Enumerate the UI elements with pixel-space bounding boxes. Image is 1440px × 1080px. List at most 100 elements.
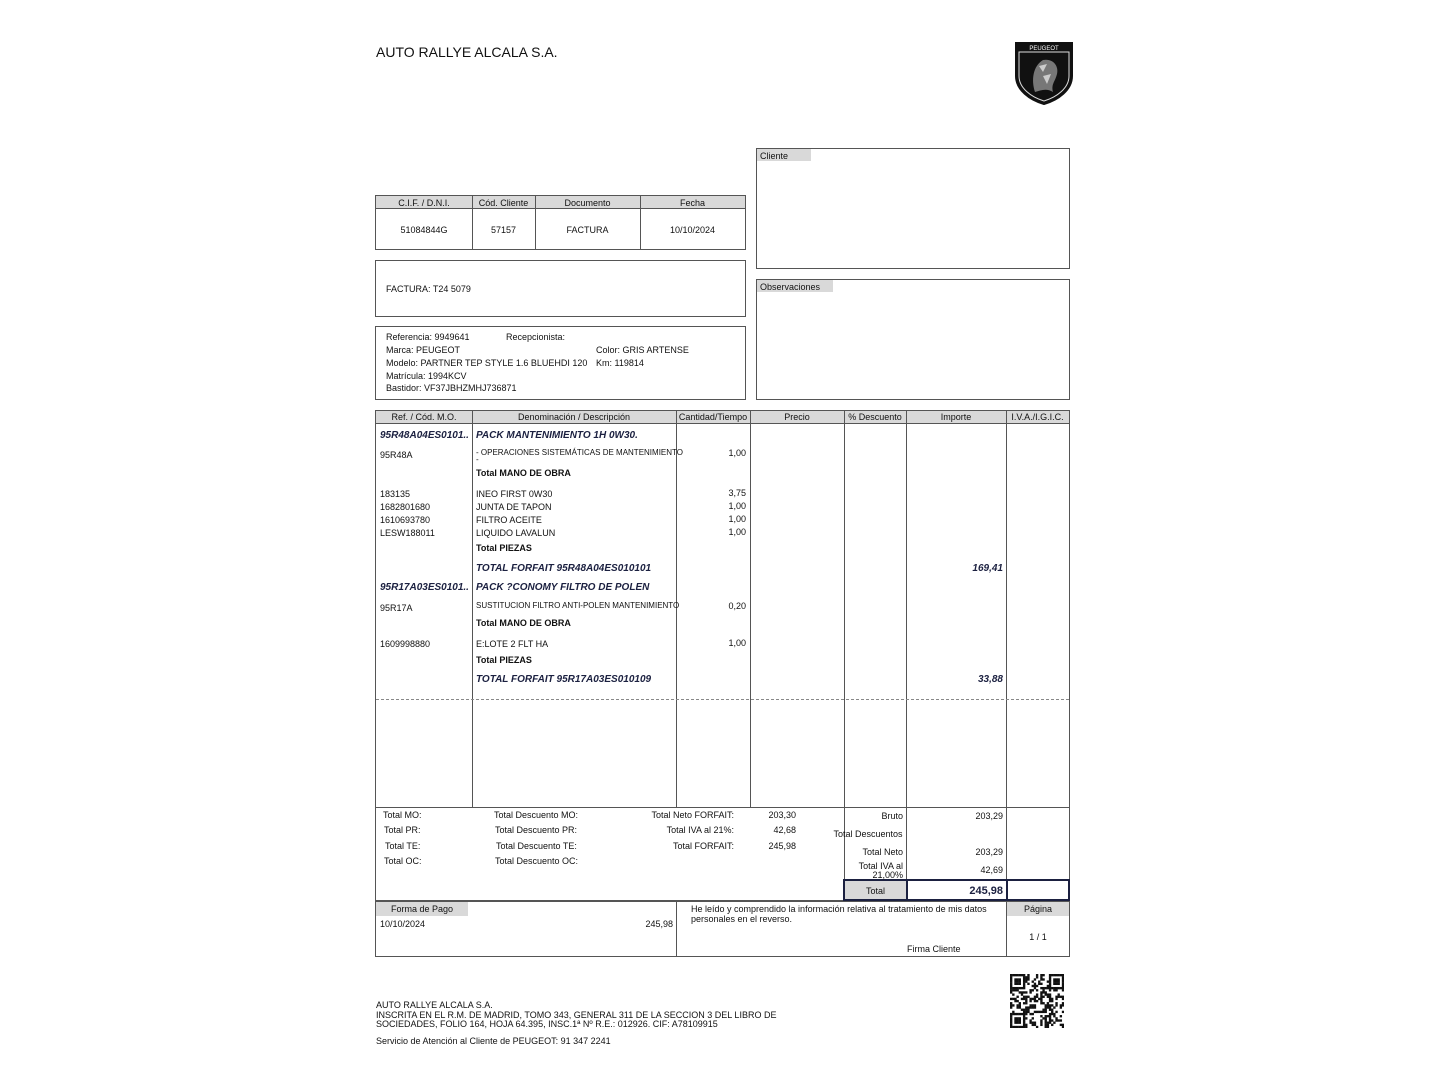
- qr-module: [1061, 997, 1064, 1001]
- qr-module: [1048, 1006, 1052, 1009]
- qr-module: [1048, 978, 1052, 981]
- dashed-rule: [376, 699, 1069, 700]
- qr-module: [1053, 980, 1056, 983]
- qr-module: [1020, 1012, 1024, 1016]
- qr-module: [1059, 986, 1063, 990]
- qr-module: [1029, 989, 1032, 992]
- qr-module: [1025, 1023, 1028, 1027]
- qr-module: [1022, 1019, 1026, 1022]
- qr-module: [1059, 1015, 1063, 1018]
- column-header: Cód. Cliente: [478, 198, 529, 208]
- total-label: Total Descuento MO:: [494, 810, 579, 820]
- qr-module: [1048, 999, 1052, 1003]
- qr-module: [1033, 982, 1037, 985]
- qr-module: [1055, 989, 1058, 992]
- qr-module: [1025, 1017, 1028, 1020]
- qr-module: [1051, 1023, 1054, 1027]
- qr-module: [1010, 974, 1013, 977]
- qr-module: [1061, 974, 1064, 977]
- column-header: Ref. / Cód. M.O.: [391, 412, 457, 422]
- qr-module: [1042, 1002, 1045, 1005]
- qr-module: [1040, 1021, 1043, 1024]
- info-table: [375, 195, 746, 250]
- qr-module: [1012, 1025, 1015, 1028]
- company-name: AUTO RALLYE ALCALA S.A.: [376, 44, 558, 60]
- qr-module: [1022, 1023, 1026, 1027]
- qr-module: [1040, 1023, 1043, 1027]
- qr-module: [1025, 1008, 1028, 1011]
- rule: [844, 411, 845, 807]
- qr-module: [1016, 999, 1019, 1003]
- footer-service: Servicio de Atención al Cliente de PEUGE…: [376, 1036, 611, 1046]
- qr-module: [1046, 1023, 1050, 1027]
- qr-module: [1014, 986, 1017, 990]
- item-description: PACK MANTENIMIENTO 1H 0W30.: [476, 430, 638, 441]
- totals-box: [375, 807, 1070, 901]
- item-description: -: [476, 455, 479, 464]
- qr-module: [1033, 997, 1037, 1001]
- qr-module: [1046, 1015, 1050, 1018]
- qr-module: [1057, 995, 1060, 998]
- qr-module: [1061, 976, 1064, 979]
- qr-module: [1038, 980, 1041, 983]
- qr-module: [1016, 1019, 1019, 1022]
- qr-module: [1027, 982, 1030, 985]
- qr-module: [1046, 1025, 1050, 1028]
- qr-module: [1033, 1004, 1037, 1007]
- label-bg: [376, 902, 468, 916]
- qr-module: [1010, 1015, 1013, 1018]
- qr-module: [1042, 986, 1045, 990]
- qr-module: [1061, 1004, 1064, 1007]
- qr-module: [1029, 997, 1032, 1001]
- payment-box: [375, 901, 1070, 957]
- qr-module: [1025, 995, 1028, 998]
- qr-module: [1014, 1017, 1017, 1020]
- item-amount: 169,41: [972, 563, 1003, 574]
- rule: [906, 807, 907, 900]
- qr-module: [1022, 1025, 1026, 1028]
- item-ref: 1610693780: [380, 515, 431, 525]
- qr-module: [1010, 991, 1013, 994]
- total-label: Total Descuento PR:: [495, 825, 578, 835]
- item-quantity: 1,00: [728, 527, 746, 537]
- qr-module: [1022, 978, 1026, 981]
- qr-module: [1055, 980, 1058, 983]
- qr-module: [1048, 1021, 1052, 1024]
- item-ref: 95R48A04ES0101..: [380, 430, 469, 441]
- rule: [676, 411, 677, 807]
- item-quantity: 1,00: [728, 514, 746, 524]
- qr-module: [1051, 1010, 1054, 1014]
- qr-module: [1012, 1004, 1015, 1007]
- qr-module: [1035, 1010, 1039, 1014]
- qr-module: [1046, 1002, 1050, 1005]
- qr-module: [1048, 974, 1052, 977]
- qr-module: [1055, 986, 1058, 990]
- qr-module: [1018, 1004, 1021, 1007]
- vehicle-field: Color: GRIS ARTENSE: [596, 345, 689, 355]
- box-label: Observaciones: [760, 282, 821, 292]
- total-value: 245,98: [969, 885, 1003, 897]
- qr-module: [1018, 1017, 1021, 1020]
- total-label: Total Descuento OC:: [495, 856, 579, 866]
- qr-module: [1044, 986, 1047, 990]
- qr-module: [1053, 1006, 1056, 1009]
- qr-module: [1061, 1025, 1064, 1028]
- qr-module: [1010, 984, 1013, 988]
- vehicle-field: Marca: PEUGEOT: [386, 345, 461, 355]
- item-quantity: 1,00: [728, 638, 746, 648]
- qr-module: [1020, 1025, 1024, 1028]
- qr-module: [1053, 982, 1056, 985]
- qr-module: [1025, 1010, 1028, 1014]
- qr-module: [1048, 997, 1052, 1001]
- qr-module: [1046, 984, 1050, 988]
- qr-module: [1035, 1025, 1039, 1028]
- qr-module: [1042, 1017, 1045, 1020]
- qr-module: [1059, 1004, 1063, 1007]
- qr-module: [1053, 989, 1056, 992]
- qr-module: [1051, 1008, 1054, 1011]
- qr-module: [1014, 1025, 1017, 1028]
- qr-module: [1018, 1021, 1021, 1024]
- qr-module: [1022, 1012, 1026, 1016]
- qr-module: [1046, 995, 1050, 998]
- payment-label: Forma de Pago: [390, 904, 454, 914]
